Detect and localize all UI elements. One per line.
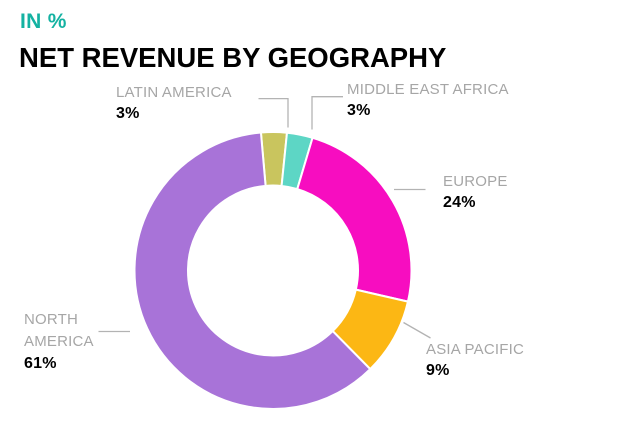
value-label: 9% [426,362,450,380]
callout-europe: EUROPE 24% [443,171,508,211]
category-label: MIDDLE EAST AFRICA [347,81,509,98]
donut-segment-north-america[interactable] [133,131,372,410]
value-label: 61% [24,354,57,372]
donut-segment-europe[interactable] [296,136,413,303]
callout-north-america: NORTH AMERICA 61% [24,309,94,372]
value-label: 3% [347,102,371,120]
donut-segments [133,131,413,410]
category-label: NORTH AMERICA [24,311,94,351]
chart-title: NET REVENUE BY GEOGRAPHY [19,42,447,73]
callout-asia-pacific: ASIA PACIFIC 9% [426,339,524,379]
chart-subtitle: IN % [20,10,67,33]
leader-line-middle-east-africa [311,96,343,130]
leader-line-latin-america [258,97,289,128]
category-label: LATIN AMERICA [116,84,232,101]
leader-line-asia-pacific [403,321,431,339]
callout-middle-east-africa: MIDDLE EAST AFRICA 3% [347,79,509,119]
category-label: EUROPE [443,173,508,190]
leader-lines [98,96,431,339]
value-label: 24% [443,194,476,212]
callout-latin-america: LATIN AMERICA 3% [116,82,232,122]
value-label: 3% [116,105,140,123]
category-label: ASIA PACIFIC [426,341,524,358]
